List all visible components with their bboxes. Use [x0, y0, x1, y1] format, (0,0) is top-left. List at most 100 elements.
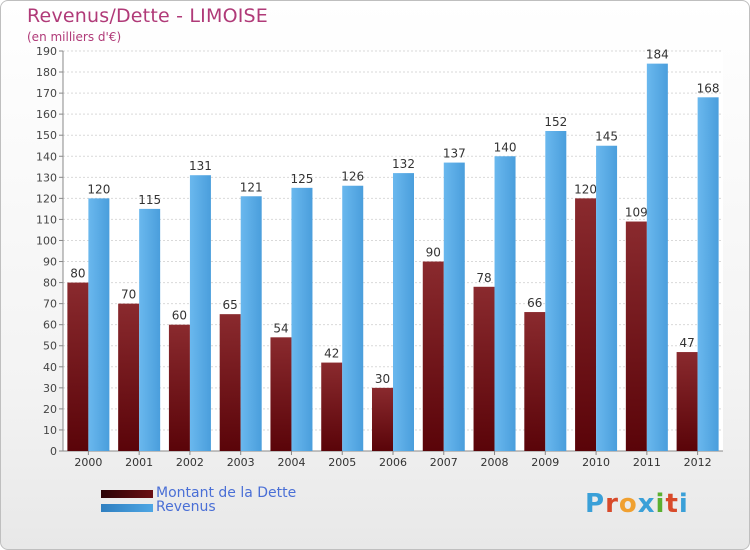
data-label-dette: 65	[223, 298, 238, 312]
x-tick-label: 2008	[481, 456, 509, 469]
data-label-dette: 47	[679, 336, 694, 350]
x-tick-label: 2003	[227, 456, 255, 469]
y-tick-label: 10	[43, 424, 57, 437]
data-label-dette: 109	[625, 206, 648, 220]
data-label-revenus: 121	[240, 180, 263, 194]
y-tick-label: 50	[43, 340, 57, 353]
bar-revenus	[393, 173, 414, 451]
data-label-dette: 60	[172, 309, 187, 323]
data-label-dette: 42	[324, 347, 339, 361]
logo-letter: i	[655, 489, 666, 519]
bar-dette	[625, 221, 647, 451]
bar-dette	[372, 387, 393, 451]
y-tick-label: 60	[43, 319, 57, 332]
bar-revenus	[646, 63, 668, 451]
legend-label-revenus: Revenus	[156, 499, 216, 515]
bar-dette	[67, 282, 89, 451]
data-label-dette: 90	[426, 246, 441, 260]
bar-dette	[524, 312, 546, 451]
x-tick-label: 2000	[74, 456, 102, 469]
bar-dette	[676, 352, 698, 451]
data-label-dette: 30	[375, 372, 390, 386]
data-label-dette: 80	[70, 267, 85, 281]
bar-dette	[321, 362, 343, 451]
x-tick-label: 2001	[125, 456, 153, 469]
data-label-revenus: 125	[291, 172, 314, 186]
x-tick-label: 2007	[430, 456, 458, 469]
bar-dette	[118, 303, 140, 451]
logo-letter: t	[665, 489, 679, 519]
bar-revenus	[88, 198, 110, 451]
bar-dette	[168, 324, 190, 451]
data-label-revenus: 145	[595, 130, 618, 144]
data-label-revenus: 132	[392, 157, 415, 171]
data-label-dette: 54	[273, 321, 288, 335]
y-tick-label: 0	[50, 445, 57, 458]
x-tick-label: 2005	[328, 456, 356, 469]
bar-revenus	[189, 175, 211, 452]
y-tick-label: 80	[43, 277, 57, 290]
bar-revenus	[545, 131, 567, 451]
x-tick-label: 2004	[277, 456, 305, 469]
x-tick-label: 2011	[633, 456, 661, 469]
data-label-revenus: 152	[544, 115, 567, 129]
y-tick-label: 70	[43, 298, 57, 311]
bar-revenus	[494, 156, 516, 451]
chart-title: Revenus/Dette - LIMOISE	[27, 5, 269, 27]
logo-letter: o	[618, 489, 638, 519]
bar-dette	[422, 261, 444, 451]
y-tick-label: 170	[36, 87, 57, 100]
bar-dette	[473, 286, 495, 451]
data-label-dette: 66	[527, 296, 542, 310]
legend-swatch-dette	[101, 490, 153, 498]
y-tick-label: 120	[36, 192, 57, 205]
data-label-dette: 120	[574, 182, 597, 196]
y-tick-label: 180	[36, 66, 57, 79]
data-label-revenus: 120	[87, 182, 110, 196]
bar-revenus	[240, 196, 262, 451]
data-label-revenus: 140	[494, 140, 517, 154]
logo-letter: P	[585, 489, 606, 519]
bar-dette	[270, 337, 292, 451]
y-tick-label: 150	[36, 129, 57, 142]
y-tick-label: 130	[36, 171, 57, 184]
y-tick-label: 160	[36, 108, 57, 121]
data-label-dette: 78	[476, 271, 491, 285]
y-tick-label: 100	[36, 234, 57, 247]
y-tick-label: 30	[43, 382, 57, 395]
y-tick-label: 190	[36, 45, 57, 58]
legend-swatch-revenus	[101, 504, 153, 512]
logo-letter: r	[605, 489, 619, 519]
bar-revenus	[697, 97, 719, 451]
data-label-revenus: 184	[646, 48, 669, 62]
y-tick-label: 90	[43, 256, 57, 269]
bar-revenus	[443, 162, 465, 451]
x-tick-label: 2012	[684, 456, 712, 469]
data-label-revenus: 137	[443, 147, 466, 161]
bar-revenus	[291, 187, 313, 451]
chart-subtitle: (en milliers d'€)	[27, 30, 122, 44]
x-tick-label: 2009	[531, 456, 559, 469]
data-label-dette: 70	[121, 288, 136, 302]
y-tick-label: 140	[36, 150, 57, 163]
data-label-revenus: 126	[341, 170, 364, 184]
y-tick-label: 40	[43, 361, 57, 374]
logo-letter: x	[637, 489, 656, 519]
x-tick-label: 2006	[379, 456, 407, 469]
bar-dette	[575, 198, 597, 451]
y-tick-label: 110	[36, 213, 57, 226]
data-label-revenus: 115	[138, 193, 161, 207]
y-tick-label: 20	[43, 403, 57, 416]
bar-revenus	[596, 145, 618, 451]
x-tick-label: 2002	[176, 456, 204, 469]
bar-revenus	[139, 208, 161, 451]
legend-label-dette: Montant de la Dette	[156, 485, 297, 501]
x-tick-label: 2010	[582, 456, 610, 469]
logo-letter: i	[678, 489, 689, 519]
proxiti-logo: Proxiti	[585, 489, 689, 519]
bar-dette	[219, 314, 241, 451]
data-label-revenus: 168	[697, 81, 720, 95]
data-label-revenus: 131	[189, 159, 212, 173]
